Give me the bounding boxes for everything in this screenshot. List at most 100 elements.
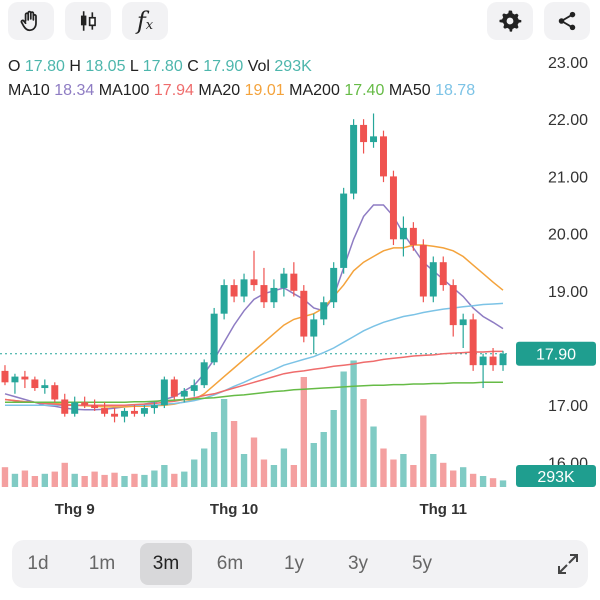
- timeframe-5y[interactable]: 5y: [411, 553, 433, 574]
- volume-bar: [370, 426, 377, 487]
- timeframe-1d[interactable]: 1d: [27, 553, 49, 574]
- volume-bar: [101, 474, 108, 487]
- volume-bar: [330, 410, 337, 487]
- candle-body: [449, 285, 457, 326]
- volume-bar: [171, 473, 178, 487]
- volume-bar: [479, 476, 487, 487]
- share-button[interactable]: [544, 2, 590, 40]
- ma10-label: MA10: [8, 82, 50, 99]
- volume-bar: [141, 474, 148, 487]
- timeframe-selector: 1d 1m 3m 6m 1y 3y 5y: [12, 540, 588, 588]
- timeframe-3y[interactable]: 3y: [347, 553, 369, 574]
- candle-body: [250, 279, 258, 286]
- ma100-value: 17.94: [153, 82, 194, 99]
- last-price-badge: [516, 341, 596, 366]
- open-label: O: [8, 58, 21, 75]
- ma-line-ma200: [5, 381, 503, 404]
- volume-bar: [131, 473, 138, 487]
- candle-body: [310, 319, 318, 337]
- candle-body: [160, 379, 168, 406]
- candle-body: [71, 402, 79, 414]
- gear-icon: [499, 10, 522, 32]
- price-chart[interactable]: 23.0022.0021.0020.0019.0018.0017.0016.00…: [0, 0, 600, 530]
- candle-body: [111, 413, 119, 417]
- volume-bar: [420, 415, 427, 487]
- volume-bar: [340, 371, 347, 487]
- ma-line-ma50: [5, 302, 504, 406]
- candle-body: [399, 227, 407, 240]
- candle-body: [150, 405, 158, 409]
- volume-bar: [201, 448, 208, 487]
- x-tick-label: Thg 11: [419, 501, 467, 518]
- candle-body: [220, 285, 228, 314]
- volume-bar: [390, 459, 397, 487]
- volume-bar: [121, 476, 128, 487]
- candle-body: [51, 385, 59, 400]
- settings-button[interactable]: [487, 2, 533, 40]
- volume-bar: [21, 470, 29, 487]
- low-label: L: [129, 58, 139, 75]
- volume-bar: [499, 480, 507, 487]
- candle-body: [290, 273, 298, 291]
- volume-bar: [380, 448, 387, 487]
- timeframe-3m[interactable]: 3m: [140, 543, 192, 585]
- ma200-value: 17.40: [344, 82, 385, 99]
- volume-bar: [220, 399, 228, 487]
- timeframe-6m[interactable]: 6m: [216, 553, 244, 574]
- volume-bar: [459, 467, 467, 487]
- candle-body: [240, 279, 248, 297]
- ma-line-ma10: [4, 204, 504, 411]
- fullscreen-button[interactable]: [556, 552, 580, 576]
- candle-body: [11, 376, 19, 383]
- candle-body: [91, 405, 99, 409]
- indicators-button[interactable]: fx: [122, 2, 168, 40]
- ma-line-ma100: [4, 350, 503, 406]
- share-icon: [558, 11, 576, 31]
- volume-bar: [41, 473, 49, 487]
- candle-body: [260, 285, 268, 303]
- candle-body: [190, 385, 198, 391]
- candle-body: [170, 379, 178, 397]
- y-tick-label: 20.00: [548, 227, 588, 244]
- candle-body: [419, 245, 427, 297]
- volume-bar: [469, 473, 477, 487]
- candle-body: [300, 290, 308, 337]
- ma50-label: MA50: [388, 82, 431, 99]
- candle-body: [200, 362, 208, 386]
- last-volume-badge: [516, 465, 596, 487]
- volume-bar: [51, 471, 58, 487]
- y-tick-label: 21.00: [548, 169, 588, 186]
- volume-bar: [350, 360, 357, 487]
- hand-tool-button[interactable]: [8, 2, 54, 40]
- volume-bar: [191, 459, 198, 487]
- ma20-value: 19.01: [244, 82, 285, 99]
- volume-label: Vol: [247, 58, 270, 75]
- volume-bar: [489, 478, 497, 487]
- volume-bar: [111, 472, 118, 487]
- candle-body: [330, 267, 338, 303]
- ma100-label: MA100: [98, 82, 150, 99]
- volume-bar: [270, 465, 278, 487]
- volume-bar: [1, 467, 9, 487]
- candle-body: [499, 353, 507, 366]
- volume-bar: [280, 448, 288, 487]
- volume-value: 293K: [274, 58, 312, 75]
- function-icon: fx: [136, 7, 154, 35]
- chart-type-button[interactable]: [65, 2, 111, 40]
- ohlc-readout: O 17.80 H 18.05 L 17.80 C 17.90 Vol 293K: [8, 58, 312, 76]
- timeframe-1m[interactable]: 1m: [88, 553, 116, 574]
- y-tick-label: 19.00: [548, 284, 588, 301]
- close-value: 17.90: [203, 58, 244, 75]
- volume-bar: [31, 476, 39, 487]
- candle-body: [31, 379, 39, 389]
- candle-body: [389, 176, 397, 240]
- volume-bar: [290, 465, 298, 487]
- moving-averages-readout: MA10 18.34 MA100 17.94 MA20 19.01 MA200 …: [8, 82, 475, 100]
- candle-body: [270, 287, 278, 303]
- timeframe-1y[interactable]: 1y: [283, 553, 305, 574]
- volume-bar: [240, 454, 248, 487]
- candle-body: [479, 356, 487, 366]
- last-price-label: 17.90: [536, 347, 576, 364]
- volume-bar: [230, 421, 238, 487]
- volume-bar: [310, 443, 317, 487]
